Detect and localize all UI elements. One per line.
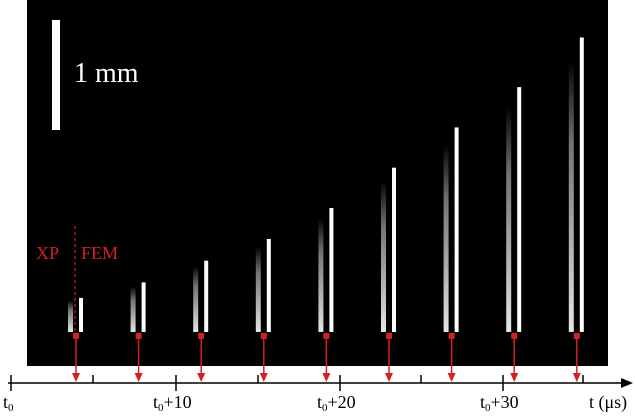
- jet-fem-column: [141, 282, 146, 332]
- frame-arrowhead: [572, 373, 581, 382]
- jet-xp-column: [443, 143, 449, 332]
- jet-fem-column: [454, 127, 459, 333]
- jet-xp-column: [130, 286, 136, 332]
- jet-xp-column: [318, 217, 324, 332]
- jet-xp-column: [193, 266, 199, 332]
- frame-arrowhead: [197, 373, 206, 382]
- frame-arrowhead: [447, 373, 456, 382]
- jet-fem-column: [329, 208, 334, 332]
- frame-arrowhead: [259, 373, 268, 382]
- jet-frames: [68, 37, 584, 333]
- jet-fem-column: [579, 37, 584, 332]
- jet-fem-column: [517, 87, 522, 332]
- jet-frame: [255, 239, 271, 332]
- frame-arrowhead: [72, 373, 80, 382]
- frame-arrowhead: [385, 373, 393, 382]
- jet-xp-column: [506, 106, 512, 332]
- jet-fem-column: [204, 260, 209, 332]
- jet-xp-column: [68, 300, 73, 332]
- jet-frame: [130, 282, 146, 332]
- frame-arrowhead: [322, 373, 331, 382]
- scale-bar: [52, 20, 60, 130]
- jet-fem-column: [392, 167, 396, 332]
- jet-xp-column: [255, 246, 261, 332]
- frame-marker: [323, 333, 330, 339]
- frame-marker: [73, 333, 79, 339]
- frame-arrowhead: [510, 373, 519, 382]
- frame-arrowhead: [134, 373, 143, 382]
- jet-frame: [318, 208, 334, 332]
- frame-marker: [198, 333, 205, 339]
- frame-marker: [260, 333, 267, 339]
- jet-fem-column: [266, 239, 271, 332]
- frame-marker: [386, 333, 392, 339]
- time-axis-ticks: [10, 375, 584, 391]
- jet-xp-column: [381, 180, 386, 332]
- frame-marker: [511, 333, 518, 339]
- jet-fem-column: [79, 297, 83, 332]
- jet-frame: [568, 37, 584, 333]
- jet-frame: [381, 167, 396, 332]
- frame-marker: [135, 333, 142, 339]
- time-axis-arrowhead: [621, 378, 633, 388]
- frame-marker: [448, 333, 455, 339]
- jet-frame: [193, 260, 209, 332]
- jet-frame: [443, 127, 459, 333]
- jet-xp-column: [568, 61, 574, 333]
- jet-frame: [506, 87, 522, 332]
- jet-frame: [68, 297, 83, 332]
- frame-marker: [573, 333, 580, 339]
- time-markers: [72, 333, 581, 382]
